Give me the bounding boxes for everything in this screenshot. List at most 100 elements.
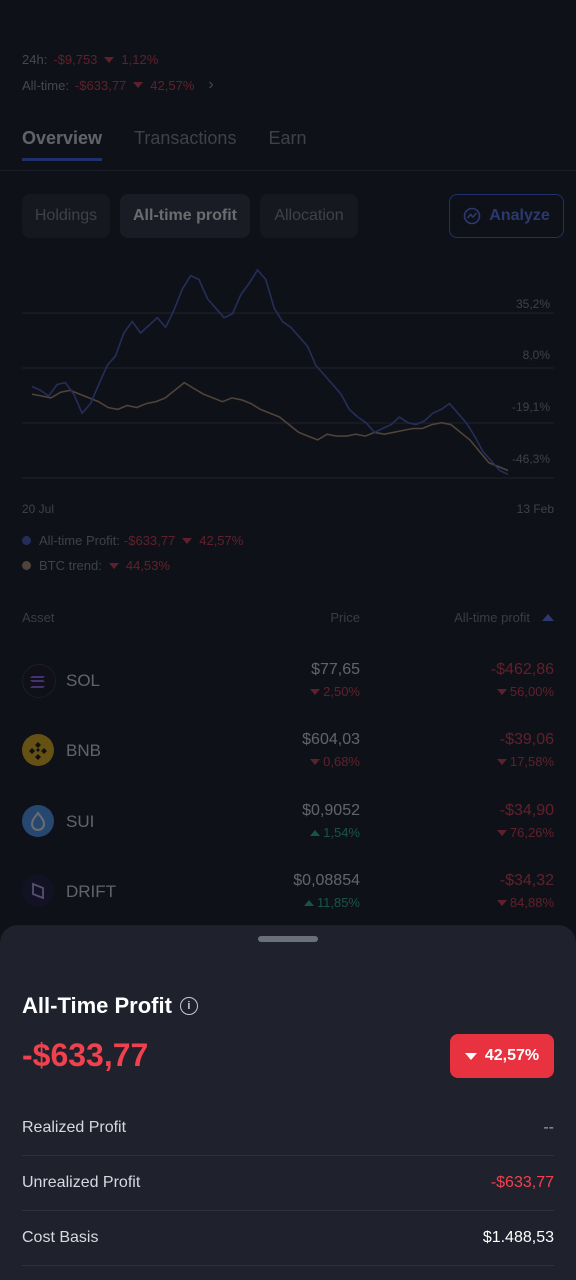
legend-btc: BTC trend: 44,53%	[22, 558, 170, 573]
y-tick: 35,2%	[515, 297, 550, 311]
y-tick: -46,3%	[511, 452, 550, 466]
caret-up-icon	[303, 899, 314, 906]
tabs-divider	[0, 170, 576, 171]
caret-down-icon	[496, 688, 507, 695]
stat-alltime-value: -$633,77	[74, 77, 127, 93]
asset-symbol: BNB	[66, 741, 101, 760]
asset-profit-change: 17,58%	[494, 754, 554, 769]
asset-symbol: DRIFT	[66, 882, 117, 901]
caret-down-icon	[133, 82, 144, 88]
table-row[interactable]: BNB $604,03 0,68% -$39,06 17,58%	[0, 715, 576, 785]
asset-price: $0,08854	[293, 872, 360, 889]
profit-chart	[22, 268, 554, 479]
btc-trend-line	[31, 381, 509, 472]
tab-earn[interactable]: Earn	[268, 128, 307, 148]
legend-profit: All-time Profit: -$633,77 42,57%	[22, 533, 243, 548]
sol-icon	[22, 664, 56, 698]
asset-profit-change: 84,88%	[494, 895, 554, 910]
caret-down-icon	[310, 688, 321, 695]
stat-alltime-label: All-time:	[22, 77, 69, 93]
asset-price-change: 0,68%	[307, 754, 360, 769]
info-icon[interactable]: i	[179, 997, 198, 1015]
stat-alltime-pct: 42,57%	[150, 77, 195, 93]
legend-btc-pct: 44,53%	[125, 558, 170, 573]
x-tick-start: 20 Jul	[22, 502, 55, 516]
asset-price-change: 11,85%	[301, 895, 360, 910]
caret-down-icon	[496, 829, 507, 836]
caret-down-icon	[310, 758, 321, 765]
all-time-profit-line	[31, 268, 509, 476]
caret-down-icon	[496, 899, 507, 906]
sheet-row-cost-basis: Cost Basis $1.488,53	[22, 1210, 554, 1266]
table-row[interactable]: SUI $0,9052 1,54% -$34,90 76,26%	[0, 786, 576, 856]
tab-overview[interactable]: Overview	[22, 118, 103, 161]
table-row[interactable]: SOL $77,65 2,50% -$462,86 56,00%	[0, 645, 576, 715]
sheet-profit-value: -$633,77	[22, 1037, 149, 1073]
asset-profit: -$34,90	[499, 802, 554, 819]
stat-24h-pct: 1,12%	[121, 52, 159, 67]
stat-24h-label: 24h:	[22, 52, 48, 67]
sheet-row-label: Unrealized Profit	[22, 1173, 141, 1191]
sheet-row-label: Realized Profit	[22, 1118, 127, 1136]
sort-asc-icon	[542, 614, 554, 621]
legend-profit-value: -$633,77	[123, 533, 176, 548]
drift-icon	[22, 875, 54, 907]
sheet-row-realized: Realized Profit --	[22, 1100, 554, 1156]
asset-price-change: 2,50%	[307, 684, 360, 699]
column-profit-label: All-time profit	[454, 610, 530, 625]
asset-profit-change: 76,26%	[494, 825, 554, 840]
column-profit[interactable]: All-time profit	[454, 610, 554, 625]
asset-profit: -$34,32	[499, 872, 554, 889]
sheet-row-value: -$633,77	[490, 1173, 554, 1191]
sheet-row-value: $1.488,53	[482, 1228, 554, 1246]
caret-down-icon	[182, 537, 193, 544]
chip-all-time-profit[interactable]: All-time profit	[120, 194, 250, 238]
portfolio-tabs: Overview Transactions Earn	[22, 118, 576, 172]
sheet-row-value: --	[543, 1118, 554, 1136]
caret-up-icon	[310, 829, 321, 836]
analyze-icon	[463, 207, 481, 225]
legend-profit-pct: 42,57%	[199, 533, 244, 548]
table-row[interactable]: DRIFT $0,08854 11,85% -$34,32 84,88%	[0, 856, 576, 926]
asset-symbol: SUI	[66, 812, 95, 831]
sui-icon	[22, 805, 54, 837]
y-tick: -19,1%	[511, 400, 550, 414]
asset-profit-change: 56,00%	[494, 684, 554, 699]
sheet-title: All-Time Profit i	[22, 993, 198, 1019]
asset-symbol: SOL	[66, 671, 101, 690]
bnb-icon	[22, 734, 54, 766]
asset-price: $0,9052	[302, 802, 360, 819]
analyze-button[interactable]: Analyze	[449, 194, 564, 238]
stat-24h: 24h: -$9,753 1,12%	[22, 52, 158, 67]
column-asset[interactable]: Asset	[22, 610, 55, 625]
analyze-label: Analyze	[489, 207, 550, 224]
asset-price: $77,65	[311, 661, 360, 678]
sheet-drag-handle[interactable]	[258, 936, 318, 942]
chip-holdings[interactable]: Holdings	[22, 194, 110, 238]
legend-dot	[22, 536, 31, 545]
legend-dot	[22, 561, 31, 570]
caret-down-icon	[108, 562, 119, 569]
all-time-profit-sheet: All-Time Profit i -$633,77 42,57% Realiz…	[0, 925, 576, 1280]
caret-down-icon	[464, 1052, 477, 1060]
sheet-profit-badge: 42,57%	[450, 1034, 554, 1078]
sheet-title-text: All-Time Profit	[22, 993, 172, 1018]
asset-price-change: 1,54%	[307, 825, 360, 840]
legend-btc-label: BTC trend:	[39, 558, 102, 573]
sheet-row-unrealized: Unrealized Profit -$633,77	[22, 1155, 554, 1211]
tab-transactions[interactable]: Transactions	[134, 128, 237, 148]
asset-profit: -$39,06	[499, 731, 554, 748]
legend-profit-label: All-time Profit:	[39, 533, 120, 548]
asset-profit: -$462,86	[490, 661, 554, 678]
stat-alltime[interactable]: All-time: -$633,77 42,57% ›	[22, 76, 214, 94]
chip-allocation[interactable]: Allocation	[260, 194, 358, 238]
x-tick-end: 13 Feb	[516, 502, 554, 516]
caret-down-icon	[496, 758, 507, 765]
sheet-row-label: Cost Basis	[22, 1228, 99, 1246]
y-tick: 8,0%	[522, 348, 550, 362]
column-price[interactable]: Price	[330, 610, 360, 625]
asset-price: $604,03	[302, 731, 360, 748]
sheet-profit-badge-pct: 42,57%	[484, 1047, 540, 1064]
chevron-right-icon: ›	[208, 76, 214, 93]
stat-24h-value: -$9,753	[53, 52, 98, 67]
